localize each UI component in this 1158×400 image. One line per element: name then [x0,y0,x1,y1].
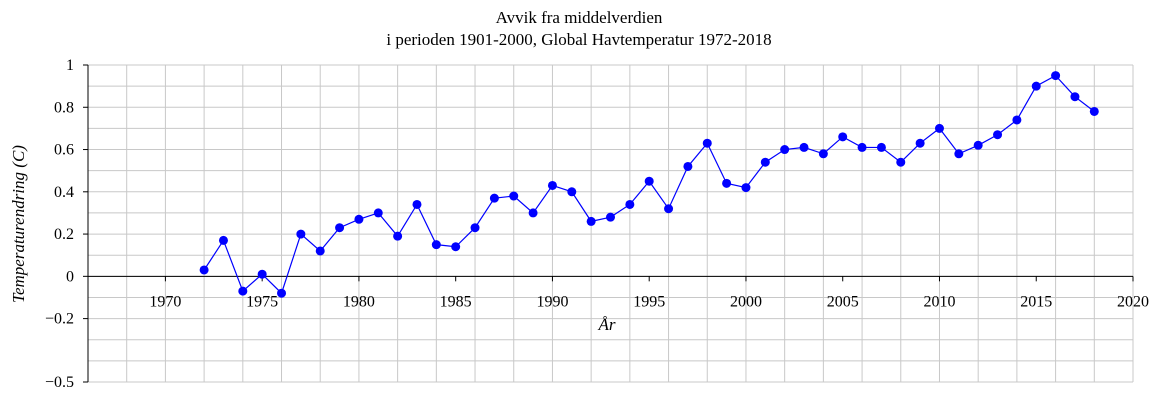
data-point [547,180,557,190]
x-tick-label: 2005 [827,293,859,310]
data-point [277,288,287,298]
data-points [199,71,1099,298]
data-point [218,235,228,245]
x-tick-label: 1990 [536,293,568,310]
y-axis-label: Temperaturendring (C) [9,145,28,303]
data-point [489,193,499,203]
data-point [838,132,848,142]
data-point [199,265,209,275]
data-point [993,130,1003,140]
data-point [915,138,925,148]
x-tick-label: 2015 [1020,293,1052,310]
x-tick-label: 1970 [149,293,181,310]
chart-title-line-2: i perioden 1901-2000, Global Havtemperat… [386,30,772,49]
data-point [644,176,654,186]
data-point [412,199,422,209]
data-point [799,142,809,152]
x-tick-label: 2000 [730,293,762,310]
x-axis-label: År [598,315,616,334]
chart-title-line-1: Avvik fra middelverdien [495,8,663,27]
data-point [954,149,964,159]
data-point [567,187,577,197]
axes [87,65,1133,382]
data-point [973,140,983,150]
y-tick-label: 0 [66,268,74,285]
y-tick-label: −0.2 [45,311,74,328]
data-point [818,149,828,159]
data-point [896,157,906,167]
data-point [722,178,732,188]
data-point [238,286,248,296]
grid-vertical-lines [126,65,1134,382]
data-point [606,212,615,222]
x-tick-labels: 1970 1975 1980 1985 1990 1995 2000 2005 2010 2015… [149,276,1149,310]
data-point [1089,106,1099,116]
data-point [857,142,867,152]
data-point [393,231,403,241]
y-tick-labels: 1 0.8 0.6 0.4 0.2 0 −0.2 −0.5 [45,57,88,391]
y-tick-label: −0.5 [45,374,74,391]
data-point [934,123,944,133]
data-point [257,269,267,279]
data-point [528,208,538,218]
data-point [373,208,383,218]
y-tick-label: 0.2 [54,226,74,243]
x-tick-label: 2020 [1117,293,1149,310]
data-point [1070,92,1080,102]
data-point [470,223,480,233]
data-point [296,229,306,239]
data-point [451,242,461,252]
grid-horizontal-lines [88,64,1133,383]
data-point [1051,71,1061,81]
data-point [664,204,674,214]
data-point [586,216,596,226]
data-point [780,145,790,155]
data-point [741,183,751,193]
data-point [702,138,712,148]
data-point [315,246,325,256]
data-point [683,161,693,171]
y-tick-label: 1 [66,57,74,74]
data-point [354,214,364,224]
y-tick-label: 0.6 [54,142,74,159]
x-tick-label: 1975 [246,293,278,310]
x-tick-label: 1995 [633,293,665,310]
data-point [509,191,519,201]
y-tick-label: 0.8 [54,99,74,116]
data-point [1012,115,1022,125]
x-tick-label: 2010 [923,293,955,310]
data-point [1031,81,1041,91]
x-tick-label: 1980 [343,293,375,310]
data-point [760,157,770,167]
x-tick-label: 1985 [440,293,472,310]
data-point [876,142,886,152]
data-point [625,199,635,209]
y-tick-label: 0.4 [54,184,74,201]
data-point [335,223,345,233]
data-point [431,240,441,250]
